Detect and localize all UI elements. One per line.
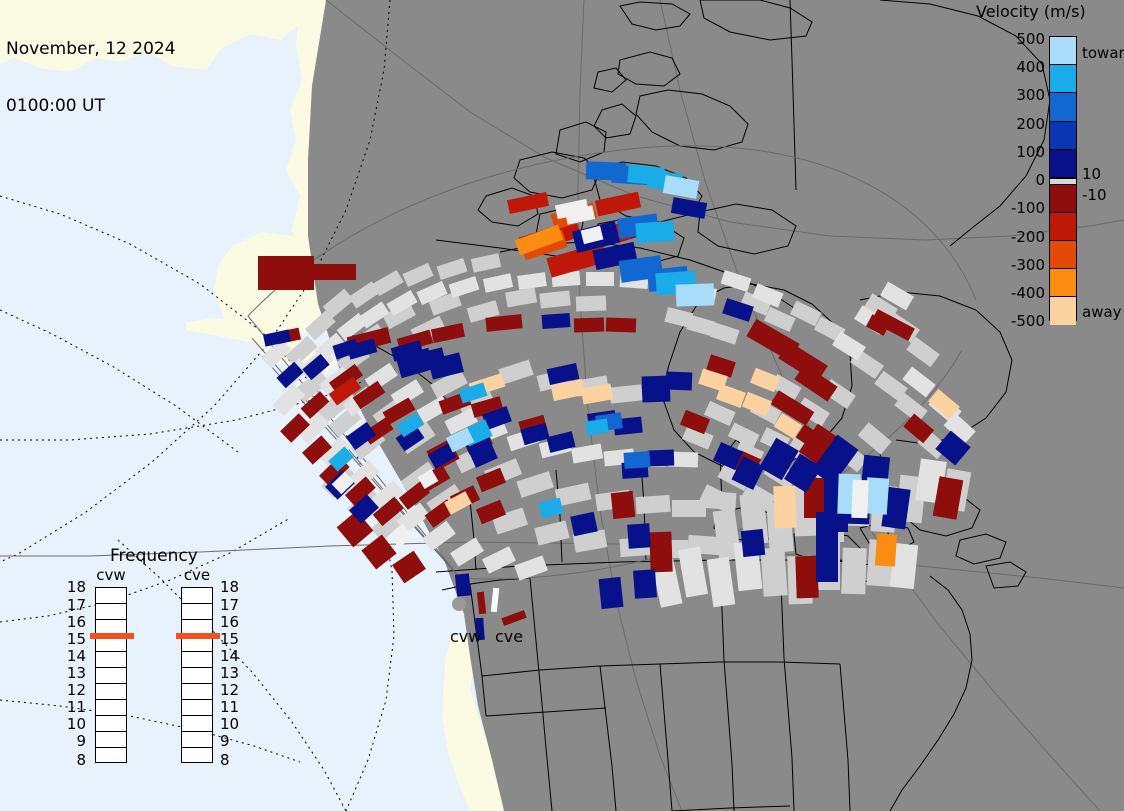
radar-site-marker <box>452 597 466 611</box>
frequency-rung <box>96 636 126 652</box>
colorbar-segment-300-400 <box>1050 65 1076 93</box>
colorbar-segment-400-500 <box>1050 37 1076 65</box>
frequency-column-label-cve: cve <box>183 566 211 584</box>
velocity-tick: -500 <box>1010 312 1045 330</box>
frequency-scale-tick: 8 <box>76 751 86 769</box>
frequency-scale-tick: 8 <box>220 751 230 769</box>
frequency-scale-tick: 18 <box>66 578 86 596</box>
frequency-legend-title: Frequency <box>110 546 198 566</box>
frequency-marker-cvw <box>90 633 134 639</box>
graticule-lines <box>0 0 399 811</box>
frequency-rung <box>96 604 126 620</box>
colorbar-segment-groundscatter <box>1050 178 1076 185</box>
frequency-scale-tick: 16 <box>66 613 86 631</box>
frequency-rung <box>96 684 126 700</box>
velocity-tick-labels: 500 400 300 200 100 0 -100 -200 -300 -40… <box>990 0 1045 340</box>
timestamp-block: November, 12 2024 0100:00 UT <box>6 2 176 154</box>
frequency-column-label-cvw: cvw <box>96 566 126 584</box>
colorbar-lower-center-label: -10 <box>1082 186 1107 204</box>
station-label-cve: cve <box>495 627 524 646</box>
frequency-rung <box>182 732 212 748</box>
colorbar-segment-100-200 <box>1050 122 1076 150</box>
velocity-colorbar-legend: Velocity (m/s) 500 400 300 200 100 0 -10… <box>962 0 1124 340</box>
frequency-scale-tick: 9 <box>220 732 230 750</box>
radar-data-cells <box>258 161 976 610</box>
frequency-scale-tick: 15 <box>66 630 86 648</box>
velocity-legend-title: Velocity (m/s) <box>976 2 1086 21</box>
frequency-scale-tick: 10 <box>220 715 240 733</box>
colorbar-segment-n300-n400 <box>1050 269 1076 297</box>
frequency-scale-tick: 10 <box>66 715 86 733</box>
frequency-marker-cve <box>176 633 220 639</box>
colorbar-away-label: away <box>1082 303 1122 321</box>
velocity-tick: -300 <box>1010 256 1045 274</box>
frequency-rung <box>182 700 212 716</box>
colorbar-segment-n200-n300 <box>1050 241 1076 269</box>
frequency-scale-tick: 18 <box>220 578 240 596</box>
frequency-scale-tick: 9 <box>76 732 86 750</box>
frequency-scale-cvw: 18 17 16 15 14 13 12 11 10 9 8 <box>64 580 86 768</box>
velocity-tick: -400 <box>1010 284 1045 302</box>
colorbar-segment-n400-n500 <box>1050 297 1076 325</box>
frequency-scale-tick: 13 <box>220 664 240 682</box>
velocity-tick: 200 <box>1016 115 1045 133</box>
frequency-ladder-cvw <box>90 587 134 763</box>
frequency-scale-tick: 14 <box>66 647 86 665</box>
velocity-tick: 400 <box>1016 58 1045 76</box>
velocity-tick: 0 <box>1035 171 1045 189</box>
colorbar-segment-n10-n100 <box>1050 185 1076 213</box>
frequency-scale-tick: 11 <box>220 698 240 716</box>
frequency-legend: Frequency cvw 18 17 16 15 <box>67 546 248 786</box>
velocity-tick: 300 <box>1016 86 1045 104</box>
frequency-scale-tick: 16 <box>220 613 240 631</box>
landmass-siberia <box>0 0 302 72</box>
frequency-scale-tick: 12 <box>66 681 86 699</box>
colorbar-segment-10-100 <box>1050 150 1076 178</box>
frequency-scale-tick: 17 <box>220 596 240 614</box>
colorbar-segment-200-300 <box>1050 93 1076 122</box>
frequency-rung <box>182 636 212 652</box>
colorbar-upper-center-label: 10 <box>1082 165 1102 183</box>
frequency-scale-tick: 14 <box>220 647 240 665</box>
frequency-scale-tick: 17 <box>66 596 86 614</box>
velocity-colorbar <box>1049 36 1077 325</box>
frequency-rung <box>96 668 126 684</box>
frequency-scale-tick: 15 <box>220 630 240 648</box>
near-range-beams <box>475 587 527 641</box>
station-label-cvw: cvw <box>450 627 482 646</box>
frequency-scale-tick: 11 <box>66 698 86 716</box>
velocity-tick: -100 <box>1010 199 1045 217</box>
velocity-tick: 500 <box>1016 30 1045 48</box>
timestamp-time: 0100:00 UT <box>6 96 105 116</box>
frequency-rung <box>182 604 212 620</box>
frequency-rung <box>182 668 212 684</box>
frequency-rung <box>96 716 126 732</box>
velocity-tick: 100 <box>1016 143 1045 161</box>
colorbar-toward-label: toward <box>1082 44 1124 62</box>
frequency-scale-cve: 18 17 16 15 14 13 12 11 10 9 8 <box>220 580 242 768</box>
timestamp-date: November, 12 2024 <box>6 39 176 59</box>
frequency-ladder-cve <box>176 587 220 763</box>
colorbar-segment-n100-n200 <box>1050 213 1076 241</box>
frequency-rung <box>96 700 126 716</box>
velocity-tick: -200 <box>1010 228 1045 246</box>
frequency-rung <box>182 652 212 668</box>
frequency-rung <box>182 716 212 732</box>
frequency-rung <box>182 684 212 700</box>
frequency-rung <box>96 588 126 604</box>
frequency-scale-tick: 13 <box>66 664 86 682</box>
frequency-rung <box>96 652 126 668</box>
frequency-scale-tick: 12 <box>220 681 240 699</box>
frequency-rung <box>182 588 212 604</box>
frequency-rung <box>96 732 126 748</box>
